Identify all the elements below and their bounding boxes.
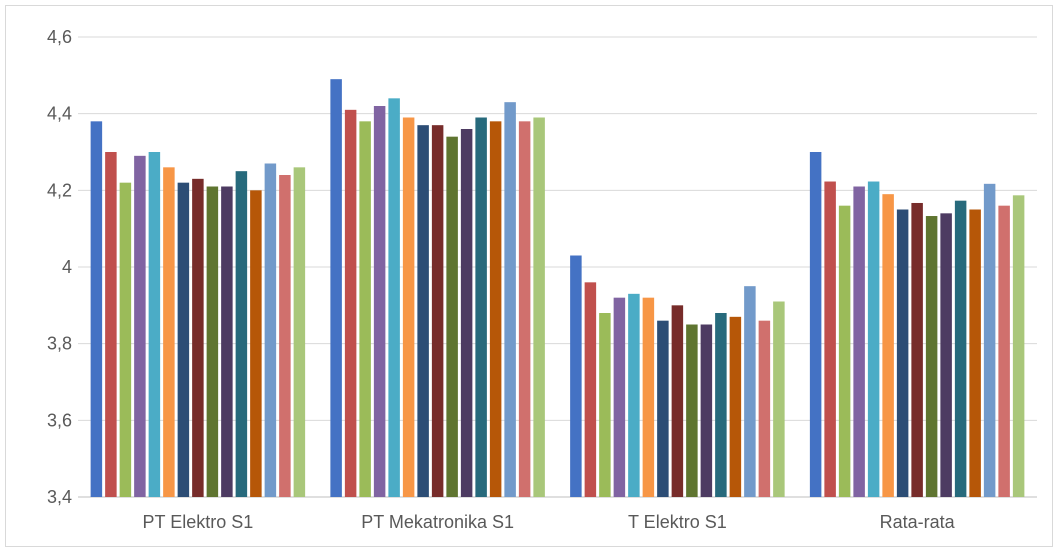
- bar: [235, 171, 248, 498]
- bar: [330, 79, 342, 498]
- bar: [954, 200, 967, 497]
- bar: [613, 297, 626, 497]
- bar: [388, 98, 400, 497]
- bar: [221, 186, 233, 497]
- bar: [729, 316, 742, 497]
- bar: [853, 186, 865, 497]
- bar: [599, 313, 611, 497]
- bar: [460, 129, 473, 497]
- bar: [148, 152, 161, 497]
- bar: [264, 163, 277, 497]
- bar: [163, 167, 175, 497]
- bar: [671, 305, 684, 497]
- bar: [642, 297, 655, 497]
- bar: [925, 216, 938, 497]
- bar: [657, 320, 669, 497]
- bar: [686, 324, 698, 497]
- bar: [758, 320, 771, 497]
- y-axis-tick-labels: 3,4 3,6 3,8 4 4,2 4,4 4,6: [47, 27, 72, 507]
- bar: [867, 181, 880, 497]
- bar: [250, 190, 262, 497]
- bar: [402, 117, 415, 497]
- bar: [700, 324, 713, 497]
- y-tick-label: 3,6: [47, 410, 72, 430]
- bar: [177, 182, 190, 498]
- y-tick-label: 4,2: [47, 180, 72, 200]
- bar: [838, 205, 851, 498]
- bar: [628, 293, 640, 497]
- bar: [417, 125, 429, 498]
- bar: [809, 152, 822, 497]
- bar: [744, 286, 756, 497]
- bar: [105, 152, 117, 497]
- bar: [489, 121, 502, 497]
- bar: [504, 102, 516, 498]
- bar: [570, 255, 582, 497]
- y-tick-label: 3,4: [47, 487, 72, 507]
- x-category-label: PT Elektro S1: [143, 512, 254, 532]
- bar: [446, 136, 458, 498]
- bar: [896, 209, 909, 497]
- bar: [518, 121, 531, 497]
- bar: [206, 186, 219, 497]
- bar: [911, 202, 923, 498]
- bar: [475, 117, 487, 497]
- bars: [90, 79, 1025, 498]
- bar: [90, 121, 103, 497]
- bar: [533, 117, 545, 497]
- bar: [824, 181, 836, 497]
- bar: [969, 209, 981, 497]
- y-tick-label: 4,4: [47, 104, 72, 124]
- bar: [1012, 195, 1025, 497]
- bar: [773, 301, 785, 497]
- bar: [359, 121, 371, 497]
- bar: [584, 282, 597, 497]
- x-axis-category-labels: PT Elektro S1 PT Mekatronika S1 T Elektro …: [143, 512, 956, 532]
- bar: [279, 175, 291, 497]
- bar: [192, 178, 204, 497]
- y-tick-label: 4,6: [47, 27, 72, 47]
- bar: [983, 183, 996, 497]
- bar: [293, 167, 306, 497]
- bar: [431, 125, 444, 498]
- bar: [882, 194, 894, 498]
- bar: [344, 109, 357, 497]
- x-category-label: T Elektro S1: [628, 512, 727, 532]
- bar: [940, 213, 952, 497]
- bar: [998, 205, 1010, 498]
- bar: [119, 182, 132, 498]
- x-category-label: Rata-rata: [880, 512, 956, 532]
- bar: [715, 313, 727, 497]
- y-tick-label: 3,8: [47, 334, 72, 354]
- y-tick-label: 4: [62, 257, 72, 277]
- bar: [134, 155, 146, 497]
- x-category-label: PT Mekatronika S1: [361, 512, 514, 532]
- bar: [373, 106, 386, 497]
